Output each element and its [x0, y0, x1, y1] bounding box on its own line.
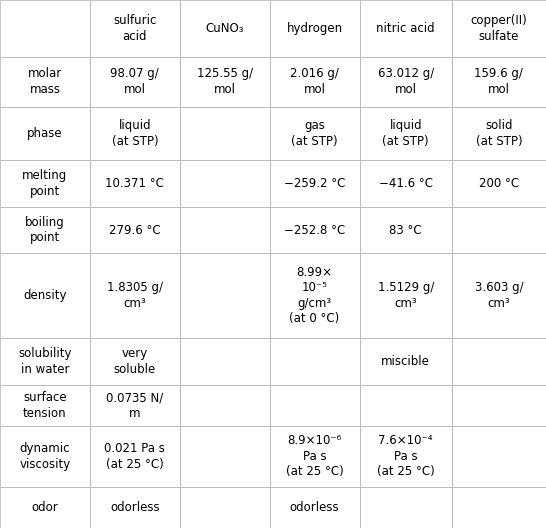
Text: dynamic
viscosity: dynamic viscosity [19, 442, 70, 470]
Text: sulfuric
acid: sulfuric acid [113, 14, 157, 43]
Text: odorless: odorless [290, 501, 340, 514]
Text: 1.8305 g/
cm³: 1.8305 g/ cm³ [107, 281, 163, 310]
Text: −252.8 °C: −252.8 °C [284, 223, 345, 237]
Text: 10.371 °C: 10.371 °C [105, 177, 164, 190]
Text: 63.012 g/
mol: 63.012 g/ mol [378, 68, 434, 96]
Text: hydrogen: hydrogen [287, 22, 343, 35]
Text: density: density [23, 289, 67, 302]
Text: nitric acid: nitric acid [376, 22, 435, 35]
Text: 125.55 g/
mol: 125.55 g/ mol [197, 68, 253, 96]
Text: odorless: odorless [110, 501, 159, 514]
Text: 98.07 g/
mol: 98.07 g/ mol [110, 68, 159, 96]
Text: miscible: miscible [381, 355, 430, 368]
Text: CuNO₃: CuNO₃ [205, 22, 244, 35]
Text: 0.021 Pa s
(at 25 °C): 0.021 Pa s (at 25 °C) [104, 442, 165, 470]
Text: 200 °C: 200 °C [479, 177, 519, 190]
Text: 8.9×10⁻⁶
Pa s
(at 25 °C): 8.9×10⁻⁶ Pa s (at 25 °C) [286, 435, 343, 478]
Text: solubility
in water: solubility in water [18, 347, 72, 376]
Text: very
soluble: very soluble [114, 347, 156, 376]
Text: 2.016 g/
mol: 2.016 g/ mol [290, 68, 339, 96]
Text: 83 °C: 83 °C [389, 223, 422, 237]
Text: melting
point: melting point [22, 169, 68, 198]
Text: 8.99×
10⁻⁵
g/cm³
(at 0 °C): 8.99× 10⁻⁵ g/cm³ (at 0 °C) [289, 266, 340, 325]
Text: 1.5129 g/
cm³: 1.5129 g/ cm³ [377, 281, 434, 310]
Text: −41.6 °C: −41.6 °C [379, 177, 432, 190]
Text: liquid
(at STP): liquid (at STP) [111, 119, 158, 148]
Text: gas
(at STP): gas (at STP) [291, 119, 338, 148]
Text: solid
(at STP): solid (at STP) [476, 119, 522, 148]
Text: 7.6×10⁻⁴
Pa s
(at 25 °C): 7.6×10⁻⁴ Pa s (at 25 °C) [377, 435, 435, 478]
Text: odor: odor [32, 501, 58, 514]
Text: 3.603 g/
cm³: 3.603 g/ cm³ [474, 281, 523, 310]
Text: liquid
(at STP): liquid (at STP) [382, 119, 429, 148]
Text: copper(II)
sulfate: copper(II) sulfate [471, 14, 527, 43]
Text: 0.0735 N/
m: 0.0735 N/ m [106, 391, 163, 420]
Text: 159.6 g/
mol: 159.6 g/ mol [474, 68, 524, 96]
Text: boiling
point: boiling point [25, 216, 65, 244]
Text: phase: phase [27, 127, 63, 140]
Text: 279.6 °C: 279.6 °C [109, 223, 161, 237]
Text: molar
mass: molar mass [28, 68, 62, 96]
Text: −259.2 °C: −259.2 °C [284, 177, 345, 190]
Text: surface
tension: surface tension [23, 391, 67, 420]
